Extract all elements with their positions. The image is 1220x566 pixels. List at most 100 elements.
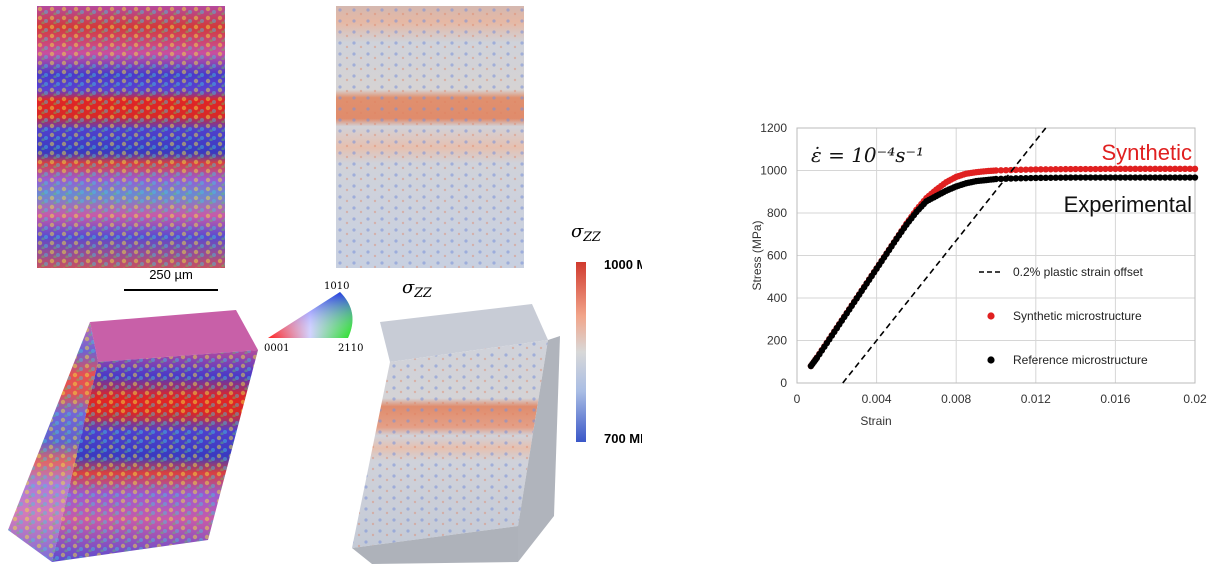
x-tick-label: 0.02 [1183,392,1207,406]
data-point [1097,165,1104,173]
ipf-left-label: 0001 [264,343,289,354]
data-point [1087,165,1094,173]
data-point [1027,174,1035,182]
chart-labels: 0 0.004 0.008 0.012 0.016 0.02 0 200 400 600 800 10… [750,121,1207,428]
data-point [1092,165,1099,173]
data-point [1022,174,1030,182]
data-point [1082,165,1089,173]
data-point [1137,165,1144,172]
y-axis-label: Stress (MPa) [750,220,764,290]
data-point [1112,165,1119,172]
data-point [1057,174,1064,181]
colorbar-min-label: 700 MPa [604,431,642,446]
data-point [1152,165,1159,172]
data-point [1092,174,1099,181]
data-point [1037,174,1044,182]
x-tick-label: 0 [794,392,801,406]
data-point [1122,165,1129,172]
data-point [1191,165,1199,172]
data-point [1077,165,1084,173]
data-point [1191,174,1199,181]
legend-entry: Synthetic microstructure [1013,309,1142,323]
data-point [1127,174,1134,181]
data-point [1161,165,1169,172]
data-point [1062,165,1069,173]
data-point [1166,165,1174,172]
data-point [1017,166,1025,173]
data-point [1112,174,1119,181]
x-tick-label: 0.004 [862,392,892,406]
ipf-color-key: 1010 0001 2110 [264,281,363,354]
data-point [1102,165,1109,173]
colorbar-max-label: 1000 MPa [604,257,642,272]
stress-3d-volume [352,304,560,564]
y-tick-label: 400 [767,291,787,305]
stress-field-map [336,6,524,268]
data-point [992,175,1000,183]
data-point [1067,174,1074,181]
data-point [1152,174,1159,181]
stress-block-side-face [518,336,560,562]
chart-axes [796,127,1196,384]
data-point [1077,174,1084,181]
stress-strain-chart: 0 0.004 0.008 0.012 0.016 0.02 0 200 400 600 800 10… [750,121,1207,428]
data-point [1032,174,1039,182]
y-tick-label: 800 [767,206,787,220]
data-point [1132,174,1139,181]
data-point [1181,174,1189,181]
data-point [1032,166,1039,173]
data-point [1072,174,1079,181]
data-point [1022,166,1030,173]
strain-rate-annotation: ε̇ = 10⁻⁴s⁻¹ [811,143,924,167]
data-point [1107,174,1114,181]
x-tick-label: 0.016 [1100,392,1130,406]
data-point [1176,174,1184,181]
stress-colorbar: 1000 MPa 700 MPa [576,257,642,446]
data-point [1097,174,1104,181]
ebsd-block-top-face [90,310,258,362]
data-point [1176,165,1184,172]
sigma-zz-label: σZZ [402,277,432,300]
data-point [1161,174,1169,181]
data-point [1102,174,1109,181]
legend-entry: 0.2% plastic strain offset [1013,265,1144,279]
data-point [1072,165,1079,173]
data-point [1042,166,1049,173]
data-point [1082,174,1089,181]
ebsd-3d-volume [8,310,258,562]
data-point [1067,165,1074,173]
data-point [1042,174,1049,182]
data-point [1171,165,1179,172]
data-point [1147,174,1154,181]
synthetic-curve-label: Synthetic [1102,140,1193,165]
data-point [1037,166,1044,173]
data-point [1127,165,1134,172]
y-tick-label: 1200 [760,121,787,135]
data-point [1142,165,1149,172]
stress-block-top-face [380,304,548,362]
legend-swatch [987,356,995,364]
x-tick-label: 0.012 [1021,392,1051,406]
data-point [1057,165,1064,173]
data-point [1017,175,1025,182]
data-point [1087,174,1094,181]
scale-bar [124,289,218,291]
y-tick-label: 200 [767,334,787,348]
data-point [1007,175,1015,182]
data-point [1147,165,1154,172]
ipf-right-label: 2110 [338,343,363,354]
data-point [1007,166,1015,174]
data-point [1062,174,1069,181]
data-point [1186,174,1194,181]
data-point [992,167,1000,174]
data-point [1137,174,1144,181]
data-point [1181,165,1189,172]
legend-swatch [987,312,995,320]
chart-marks [807,127,1199,384]
y-tick-label: 0 [780,376,787,390]
legend-entry: Reference microstructure [1013,353,1148,367]
data-point [997,175,1005,183]
data-point [1027,166,1035,173]
data-point [1166,174,1174,181]
data-point [1117,174,1124,181]
